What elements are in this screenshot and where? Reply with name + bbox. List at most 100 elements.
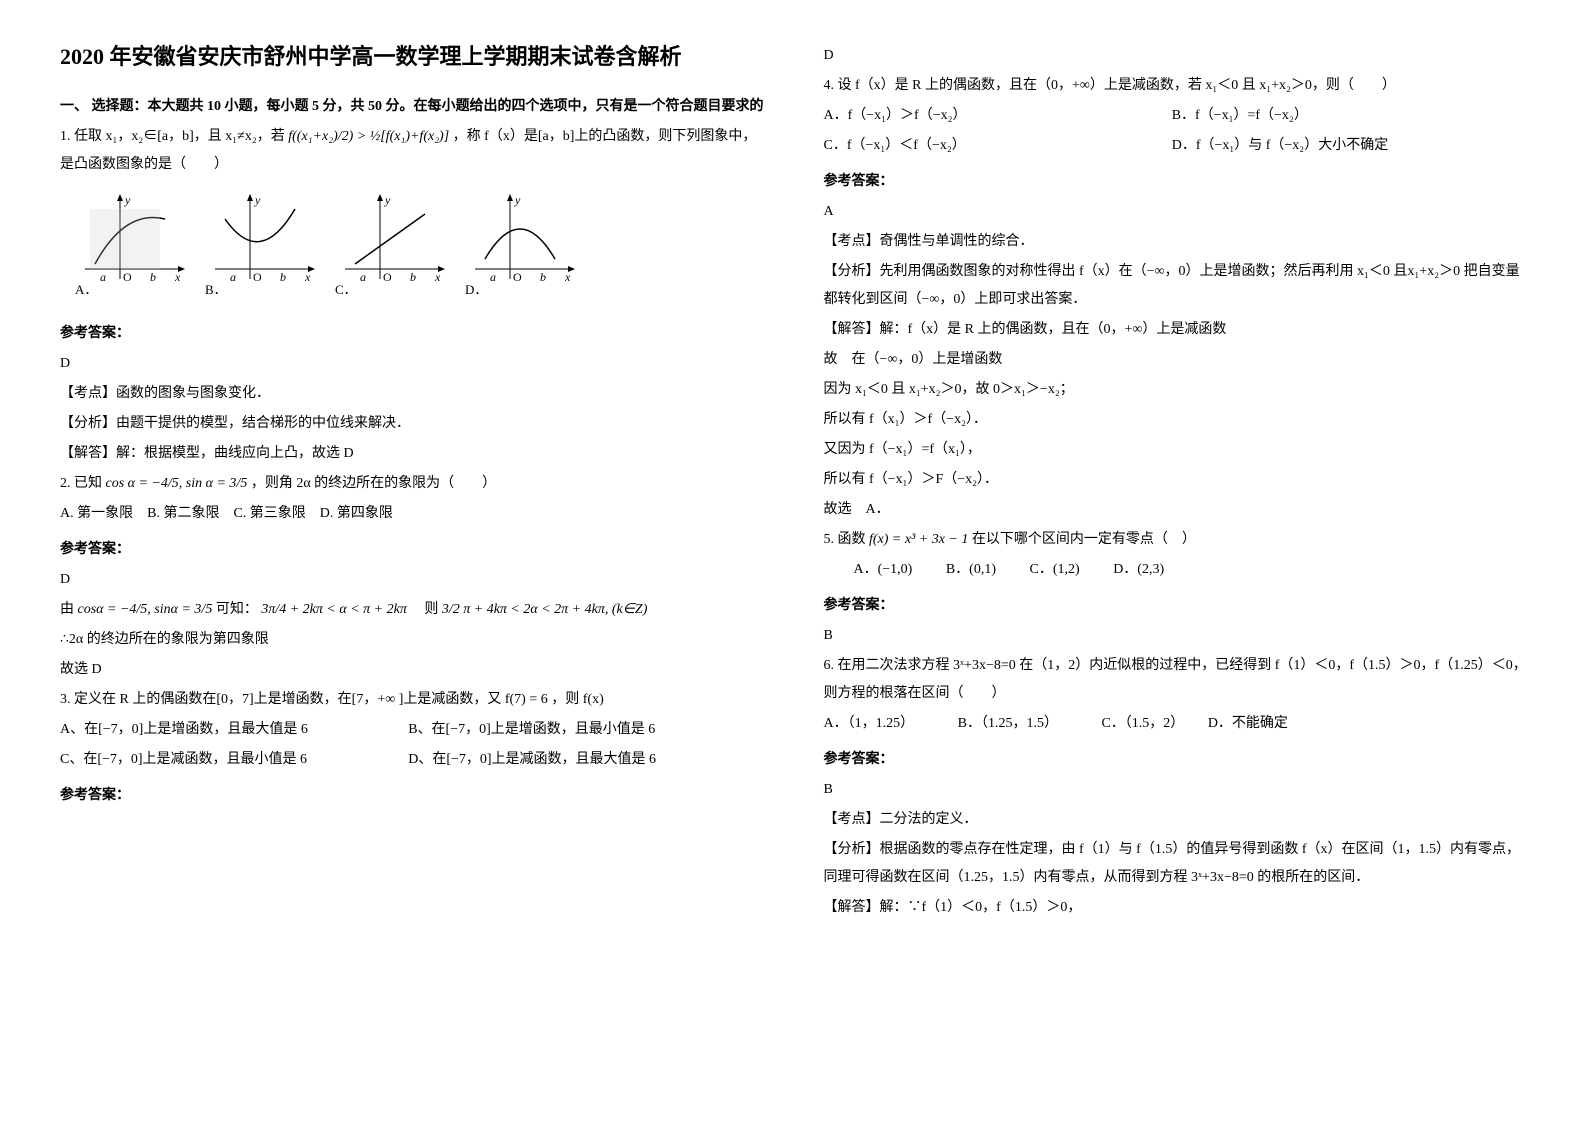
axis-a-label: a: [230, 270, 236, 284]
q5-opt-d: D．(2,3): [1113, 556, 1164, 584]
q2-stem: 2. 已知 cos α = −4/5, sin α = 3/5 ，则角 2α 的…: [60, 470, 764, 498]
q6-opt-a: A．（1，1.25）: [824, 710, 915, 738]
q2-exp-3: 故选 D: [60, 656, 764, 684]
q1-answer: D: [60, 350, 764, 378]
q3-answer: D: [824, 42, 1528, 70]
q2-exp-1: 由 cosα = −4/5, sinα = 3/5 可知： 3π/4 + 2kπ…: [60, 596, 764, 624]
q3-opt-d: D、在[−7，0]上是减函数，且最大值是 6: [408, 746, 753, 774]
q5-opt-c: C．(1,2): [1030, 556, 1080, 584]
q4-exp-4: 故 在（−∞，0）上是增函数: [824, 346, 1528, 374]
q1-graphs: y a O b x A． y a O: [60, 189, 764, 310]
axis-b-label: b: [150, 270, 156, 284]
q1-formula: f((x₁+x₂)/2) > ½[f(x₁)+f(x₂)]: [288, 129, 449, 144]
q3-opts-row1: A、在[−7，0]上是增函数，且最大值是 6 B、在[−7，0]上是增函数，且最…: [60, 716, 764, 744]
q2-exp-1a: 由: [60, 602, 78, 617]
axis-o-label: O: [123, 270, 132, 284]
q6-exp-2: 【分析】根据函数的零点存在性定理，由 f（1）与 f（1.5）的值异号得到函数 …: [824, 836, 1528, 892]
answer-label: 参考答案：: [60, 320, 764, 348]
axis-y-label: y: [254, 193, 261, 207]
axis-o-label: O: [253, 270, 262, 284]
convex-graphs-svg: y a O b x A． y a O: [60, 189, 580, 299]
axis-y-label: y: [124, 193, 131, 207]
q4-exp-3: 【解答】解：f（x）是 R 上的偶函数，且在（0，+∞）上是减函数: [824, 316, 1528, 344]
q6-options: A．（1，1.25） B．（1.25，1.5） C．（1.5，2） D．不能确定: [824, 710, 1528, 738]
axis-x-label: x: [434, 270, 441, 284]
q3-opt-c: C、在[−7，0]上是减函数，且最小值是 6: [60, 746, 405, 774]
answer-label: 参考答案：: [824, 592, 1528, 620]
axis-b-label: b: [410, 270, 416, 284]
q3-opts-row2: C、在[−7，0]上是减函数，且最小值是 6 D、在[−7，0]上是减函数，且最…: [60, 746, 764, 774]
q1-stem: 1. 任取 x₁，x₂∈[a，b]，且 x₁≠x₂，若 f((x₁+x₂)/2)…: [60, 123, 764, 179]
q4-exp-2: 【分析】先利用偶函数图象的对称性得出 f（x）在（−∞，0）上是增函数；然后再利…: [824, 258, 1528, 314]
q4-exp-9: 故选 A．: [824, 496, 1528, 524]
q2-exp-3-text: 故选 D: [60, 662, 102, 677]
q4-opt-d: D．f（−x₁）与 f（−x₂）大小不确定: [1172, 132, 1517, 160]
q5-options: A．(−1,0) B．(0,1) C．(1,2) D．(2,3): [824, 556, 1528, 584]
axis-a-label: a: [490, 270, 496, 284]
axis-b-label: b: [280, 270, 286, 284]
q4-exp-5: 因为 x₁＜0 且 x₁+x₂＞0，故 0＞x₁＞−x₂；: [824, 376, 1528, 404]
q2-exp-1c: 可知：: [216, 602, 258, 617]
q2-exp-1b: cosα = −4/5, sinα = 3/5: [78, 602, 213, 617]
q5-opt-b: B．(0,1): [946, 556, 996, 584]
section-1-heading: 一、 选择题：本大题共 10 小题，每小题 5 分，共 50 分。在每小题给出的…: [60, 93, 764, 121]
axis-y-label: y: [384, 193, 391, 207]
q5-answer: B: [824, 622, 1528, 650]
q2-options: A. 第一象限 B. 第二象限 C. 第三象限 D. 第四象限: [60, 500, 764, 528]
q2-pre: 2. 已知: [60, 476, 106, 491]
q5-pre: 5. 函数: [824, 532, 870, 547]
exam-page: 2020 年安徽省安庆市舒州中学高一数学理上学期期末试卷含解析 一、 选择题：本…: [60, 40, 1527, 924]
q6-stem: 6. 在用二次法求方程 3ˣ+3x−8=0 在（1，2）内近似根的过程中，已经得…: [824, 652, 1528, 708]
opt-c-label: C．: [335, 282, 357, 297]
q4-exp-8: 所以有 f（−x₁）＞F（−x₂）．: [824, 466, 1528, 494]
q4-exp-6: 所以有 f（x₁）＞f（−x₂）．: [824, 406, 1528, 434]
opt-a-label: A．: [75, 282, 97, 297]
axis-b-label: b: [540, 270, 546, 284]
q6-opt-d: D．不能确定: [1208, 710, 1288, 738]
q5-formula: f(x) = x³ + 3x − 1: [869, 532, 968, 547]
q2-post: ，则角 2α 的终边所在的象限为（ ）: [251, 476, 496, 491]
q4-stem: 4. 设 f（x）是 R 上的偶函数，且在（0，+∞）上是减函数，若 x₁＜0 …: [824, 72, 1528, 100]
q1-pre: 1. 任取 x₁，x₂∈[a，b]，且 x₁≠x₂，若: [60, 129, 288, 144]
axis-o-label: O: [383, 270, 392, 284]
q6-opt-b: B．（1.25，1.5）: [958, 710, 1058, 738]
q3-stem: 3. 定义在 R 上的偶函数在[0，7]上是增函数，在[7，+∞ ]上是减函数，…: [60, 686, 764, 714]
page-title: 2020 年安徽省安庆市舒州中学高一数学理上学期期末试卷含解析: [60, 40, 764, 73]
q2-answer: D: [60, 566, 764, 594]
q1-exp-3: 【解答】解：根据模型，曲线应向上凸，故选 D: [60, 440, 764, 468]
q4-exp-7: 又因为 f（−x₁）=f（x₁），: [824, 436, 1528, 464]
q6-exp-1: 【考点】二分法的定义．: [824, 806, 1528, 834]
answer-label: 参考答案：: [824, 168, 1528, 196]
q2-exp-1d: 3π/4 + 2kπ < α < π + 2kπ: [261, 602, 407, 617]
q2-exp-1e: 则: [410, 602, 442, 617]
q2-exp-1f: 3/2 π + 4kπ < 2α < 2π + 4kπ, (k∈Z): [442, 602, 648, 617]
q4-opt-a: A．f（−x₁）＞f（−x₂）: [824, 102, 1169, 130]
answer-label: 参考答案：: [60, 782, 764, 810]
q4-opts-row2: C．f（−x₁）＜f（−x₂） D．f（−x₁）与 f（−x₂）大小不确定: [824, 132, 1528, 160]
right-column: D 4. 设 f（x）是 R 上的偶函数，且在（0，+∞）上是减函数，若 x₁＜…: [824, 40, 1528, 924]
q2-exp-2: ∴2α 的终边所在的象限为第四象限: [60, 626, 764, 654]
q5-opt-a: A．(−1,0): [854, 556, 913, 584]
q4-opt-c: C．f（−x₁）＜f（−x₂）: [824, 132, 1169, 160]
q6-opt-c: C．（1.5，2）: [1101, 710, 1184, 738]
q2-formula: cos α = −4/5, sin α = 3/5: [106, 476, 248, 491]
q1-exp-1: 【考点】函数的图象与图象变化．: [60, 380, 764, 408]
left-column: 2020 年安徽省安庆市舒州中学高一数学理上学期期末试卷含解析 一、 选择题：本…: [60, 40, 764, 924]
axis-x-label: x: [174, 270, 181, 284]
q3-opt-a: A、在[−7，0]上是增函数，且最大值是 6: [60, 716, 405, 744]
answer-label: 参考答案：: [824, 746, 1528, 774]
q4-exp-1: 【考点】奇偶性与单调性的综合．: [824, 228, 1528, 256]
q1-exp-2: 【分析】由题干提供的模型，结合梯形的中位线来解决．: [60, 410, 764, 438]
q5-stem: 5. 函数 f(x) = x³ + 3x − 1 在以下哪个区间内一定有零点（ …: [824, 526, 1528, 554]
q4-opt-b: B．f（−x₁）=f（−x₂）: [1172, 102, 1517, 130]
answer-label: 参考答案：: [60, 536, 764, 564]
axis-a-label: a: [360, 270, 366, 284]
q6-answer: B: [824, 776, 1528, 804]
q3-opt-b: B、在[−7，0]上是增函数，且最小值是 6: [408, 716, 753, 744]
axis-a-label: a: [100, 270, 106, 284]
axis-x-label: x: [304, 270, 311, 284]
q4-answer: A: [824, 198, 1528, 226]
q5-post: 在以下哪个区间内一定有零点（ ）: [972, 532, 1196, 547]
opt-d-label: D．: [465, 282, 487, 297]
opt-b-label: B．: [205, 282, 227, 297]
